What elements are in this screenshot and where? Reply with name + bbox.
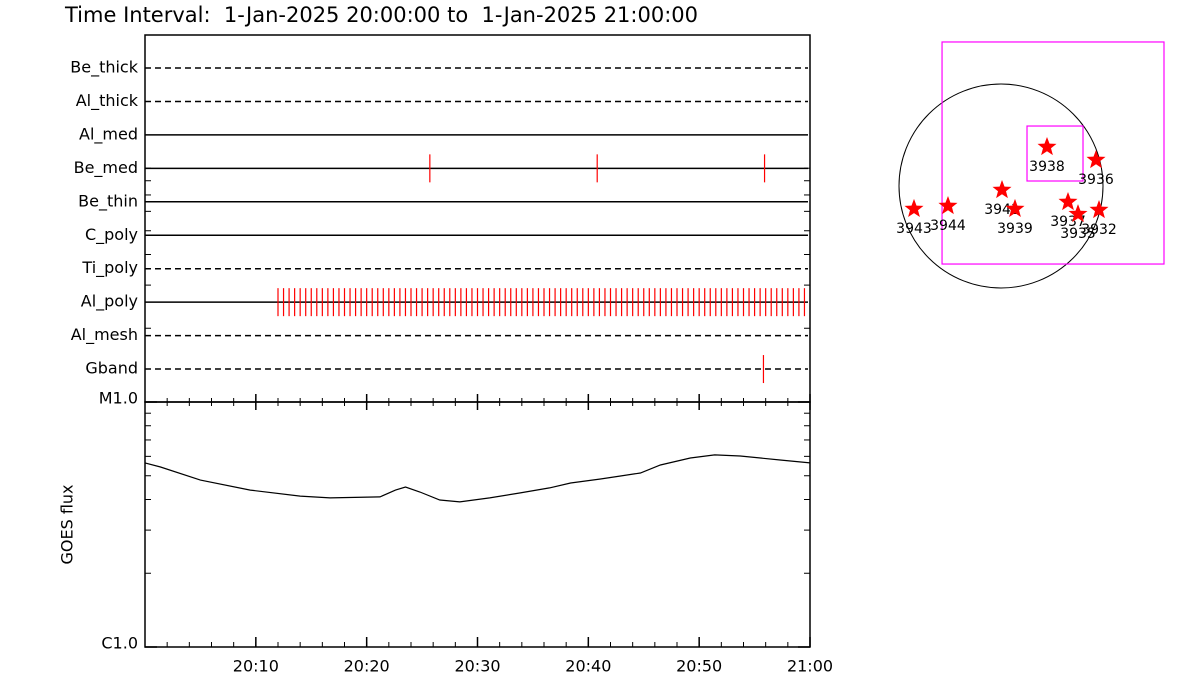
x-tick-label: 20:30 (454, 657, 500, 676)
row-label: Al_mesh (71, 325, 138, 345)
region-label: 3932 (1081, 222, 1117, 238)
fov-box (1026, 125, 1084, 182)
x-tick-label: 21:00 (787, 657, 833, 676)
active-region (992, 180, 1012, 199)
y-tick-label: M1.0 (99, 389, 138, 408)
active-region (904, 198, 924, 217)
goes-curve (144, 454, 811, 503)
x-tick-label: 20:20 (344, 657, 390, 676)
row-label: Al_poly (81, 292, 138, 312)
y-tick-label: C1.0 (101, 634, 138, 653)
active-region (1005, 198, 1025, 217)
region-label: 3939 (997, 221, 1033, 237)
x-tick-label: 20:50 (676, 657, 722, 676)
row-label: Al_thick (76, 91, 139, 111)
y-axis-label: GOES flux (58, 484, 77, 564)
fov-box (941, 41, 1165, 265)
active-region (1058, 192, 1078, 211)
region-label: 3944 (930, 218, 966, 234)
row-label: Gband (85, 359, 138, 378)
title: Time Interval: 1-Jan-2025 20:00:00 to 1-… (64, 3, 698, 27)
region-label: 3943 (896, 221, 932, 237)
x-tick-label: 20:40 (565, 657, 611, 676)
active-region (1089, 200, 1109, 219)
active-region (1086, 150, 1106, 169)
row-label: Be_thick (70, 58, 138, 78)
active-region (938, 196, 958, 215)
row-label: Ti_poly (81, 258, 138, 278)
row-label: Al_med (79, 124, 138, 144)
row-label: C_poly (85, 225, 138, 245)
active-region (1037, 137, 1057, 156)
x-tick-label: 20:10 (233, 657, 279, 676)
solar-limb (898, 83, 1104, 289)
region-label: 3936 (1078, 172, 1114, 188)
active-region (1068, 204, 1088, 223)
region-label: 3935 (1060, 226, 1096, 242)
row-label: Be_thin (78, 191, 138, 211)
region-label: 3938 (1029, 159, 1065, 175)
row-label: Be_med (74, 158, 138, 178)
